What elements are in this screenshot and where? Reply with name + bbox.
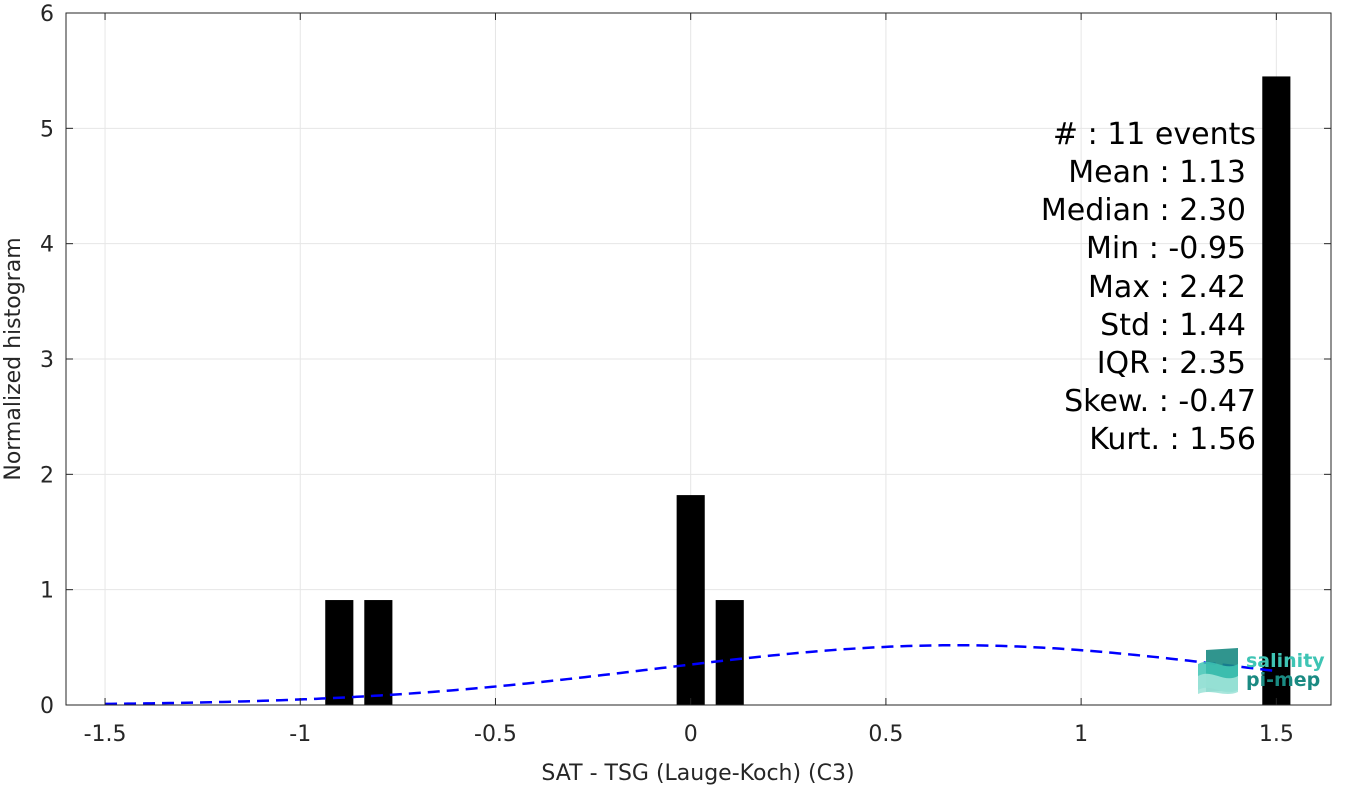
histogram-bar [1262, 76, 1291, 705]
y-tick-label: 1 [40, 579, 54, 604]
x-tick-label: 1.5 [1259, 722, 1294, 747]
stat-median: Median : 2.30 [1041, 193, 1246, 228]
y-tick-label: 3 [40, 348, 54, 373]
logo-text-pimep: pi-mep [1246, 669, 1320, 691]
y-tick-label: 0 [40, 694, 54, 719]
y-tick-label: 6 [40, 2, 54, 27]
stat-min: Min : -0.95 [1086, 231, 1246, 266]
axis-ticks [66, 12, 1331, 706]
stat-kurt: Kurt. : 1.56 [1089, 422, 1256, 457]
x-tick-label: -1 [289, 722, 311, 747]
histogram-bar [364, 600, 393, 705]
stat-iqr: IQR : 2.35 [1097, 346, 1246, 381]
x-tick-label: 1 [1074, 722, 1088, 747]
salinity-pimep-logo: salinity pi-mep [1198, 648, 1325, 694]
y-tick-label: 5 [40, 117, 54, 142]
stat-max: Max : 2.42 [1088, 270, 1246, 305]
logo-text-salinity: salinity [1246, 650, 1325, 672]
histogram-bar [325, 600, 354, 705]
y-axis-label: Normalized histogram [1, 237, 26, 480]
x-tick-labels: -1.5 -1 -0.5 0 0.5 1 1.5 [84, 722, 1294, 747]
x-tick-label: 0 [684, 722, 698, 747]
stats-annotation: # : 11 events Mean : 1.13 Median : 2.30 … [1041, 117, 1256, 457]
histogram-bar [676, 495, 705, 705]
x-tick-label: -0.5 [474, 722, 517, 747]
stat-events: # : 11 events [1053, 117, 1256, 152]
stat-std: Std : 1.44 [1100, 308, 1246, 343]
y-tick-labels: 0 1 2 3 4 5 6 [40, 2, 54, 719]
stat-skew: Skew. : -0.47 [1064, 384, 1256, 419]
y-tick-label: 2 [40, 463, 54, 488]
y-tick-label: 4 [40, 233, 54, 258]
x-tick-label: 0.5 [868, 722, 903, 747]
stat-mean: Mean : 1.13 [1068, 155, 1246, 190]
x-tick-label: -1.5 [84, 722, 127, 747]
histogram-bar [715, 600, 744, 705]
histogram-bars [325, 76, 1291, 705]
wave-logo-icon [1198, 648, 1238, 694]
x-axis-label: SAT - TSG (Lauge-Koch) (C3) [541, 761, 854, 786]
